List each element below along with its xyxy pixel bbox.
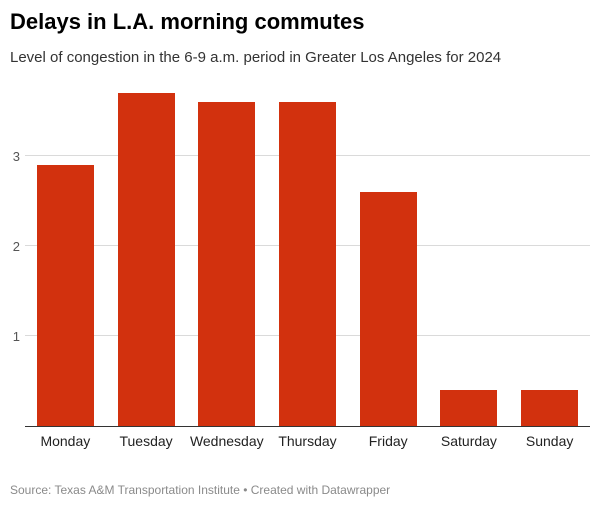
bar-cell: [509, 390, 590, 426]
y-axis-labels: 1 2 3: [10, 83, 20, 427]
y-axis-tick-label: 2: [12, 239, 20, 254]
bar-cell: [25, 165, 106, 426]
source-note: Source: Texas A&M Transportation Institu…: [10, 483, 391, 497]
chart-title: Delays in L.A. morning commutes: [10, 9, 365, 34]
bar-wednesday: [198, 102, 256, 426]
bar-sunday: [521, 390, 579, 426]
x-axis-label-sunday: Sunday: [525, 433, 574, 449]
y-axis-tick-label: 3: [12, 149, 20, 164]
bar-tuesday: [117, 93, 175, 426]
bar-thursday: [278, 102, 336, 426]
plot-area: [25, 83, 590, 427]
bar-cell: [106, 93, 187, 426]
y-axis-tick-label: 1: [12, 329, 20, 344]
x-axis-label-monday: Monday: [40, 433, 91, 449]
bar-chart: 1 2 3: [10, 83, 590, 427]
bar-saturday: [440, 390, 498, 426]
bars: [25, 83, 590, 426]
bar-cell: [186, 102, 267, 426]
bar-cell: [348, 192, 429, 426]
bar-cell: [429, 390, 510, 426]
x-axis-label-wednesday: Wednesday: [189, 433, 264, 449]
x-axis-label-saturday: Saturday: [440, 433, 497, 449]
x-axis-label-tuesday: Tuesday: [119, 433, 173, 449]
x-axis-label-thursday: Thursday: [278, 433, 337, 449]
bar-monday: [36, 165, 94, 426]
bar-friday: [359, 192, 417, 426]
x-axis-label-friday: Friday: [368, 433, 408, 449]
chart-subtitle: Level of congestion in the 6-9 a.m. peri…: [10, 49, 502, 66]
x-axis-labels: Monday Tuesday Wednesday Thursday Friday Satu…: [25, 433, 590, 450]
bar-cell: [267, 102, 348, 426]
